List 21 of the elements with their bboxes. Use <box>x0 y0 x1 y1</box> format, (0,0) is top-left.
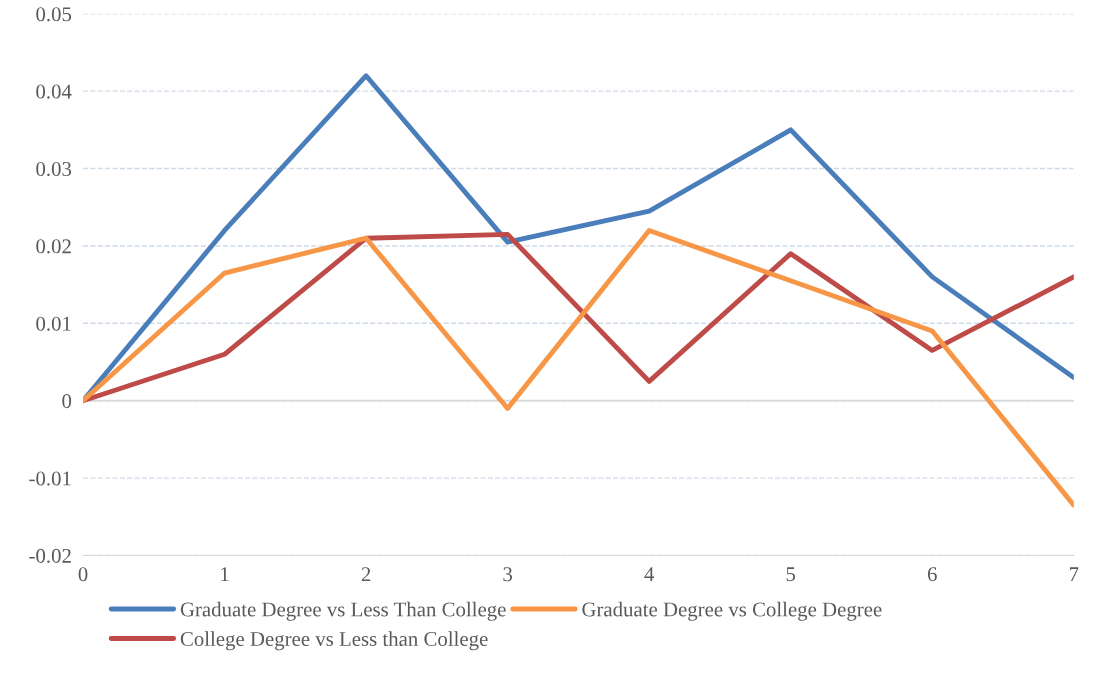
y-tick-label: -0.01 <box>29 471 71 486</box>
y-tick-label: 0.04 <box>36 84 72 99</box>
x-tick-label: 6 <box>927 567 937 582</box>
y-tick-label: 0.01 <box>36 316 71 331</box>
legend-label: Graduate Degree vs College Degree <box>582 601 882 621</box>
x-tick-label: 4 <box>644 567 655 582</box>
y-tick-label: 0.05 <box>36 7 72 22</box>
x-tick-label: 7 <box>1069 567 1079 582</box>
x-tick-label: 3 <box>503 567 513 582</box>
y-tick-label: 0 <box>62 394 72 409</box>
legend-label: College Degree vs Less than College <box>180 631 488 651</box>
line-series <box>83 231 1074 404</box>
x-tick-label: 2 <box>361 567 371 582</box>
x-tick-label: 5 <box>786 567 796 582</box>
y-tick-label: 0.03 <box>36 161 72 177</box>
line-series <box>83 228 1074 508</box>
x-tick-label: 1 <box>221 567 229 582</box>
x-tick-label: 0 <box>78 567 88 582</box>
legend-label: Graduate Degree vs Less Than College <box>180 601 506 621</box>
y-tick-label: 0.02 <box>36 239 71 254</box>
y-tick-label: -0.02 <box>29 548 71 563</box>
